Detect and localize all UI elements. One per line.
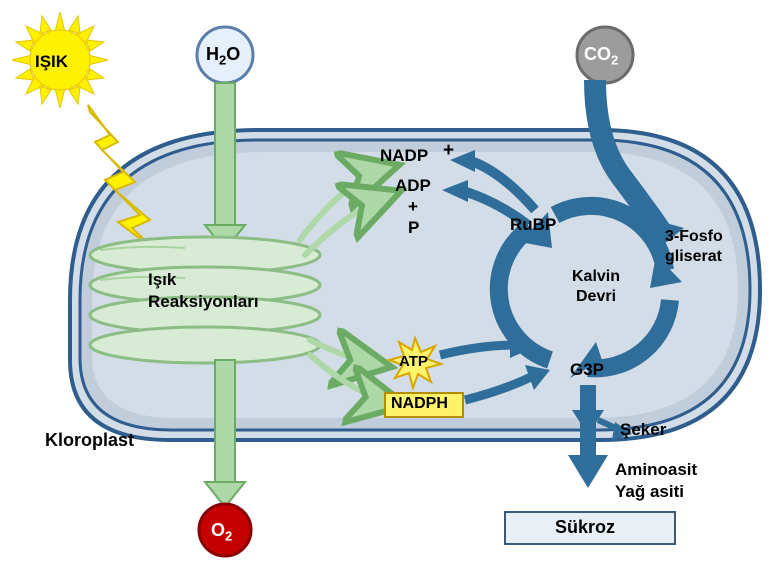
kalvin-l1: Kalvin: [572, 268, 620, 286]
p-label: P: [408, 218, 419, 238]
isik-label: IŞIK: [35, 52, 68, 72]
co2-label: CO2: [584, 44, 618, 68]
nadph-label: NADPH: [391, 395, 448, 413]
rubp-label: RuBP: [510, 215, 556, 235]
fosfo-l2: gliserat: [665, 248, 722, 266]
plus-label: +: [443, 140, 454, 162]
kalvin-l2: Devri: [576, 288, 616, 306]
thylakoid-label-l1: Işık: [148, 270, 176, 290]
kloroplast-label: Kloroplast: [45, 430, 134, 451]
yagasiti-label: Yağ asiti: [615, 482, 684, 502]
seker-label: Şeker: [620, 420, 666, 440]
h2o-label: H2O: [206, 44, 240, 68]
fosfo-l1: 3-Fosfo: [665, 228, 723, 246]
adp-label: ADP: [395, 176, 431, 196]
plus2-label: +: [408, 197, 418, 217]
thylakoid-label-l2: Reaksiyonları: [148, 292, 259, 312]
sukroz-label: Sükroz: [555, 517, 615, 538]
nadp-label: NADP: [380, 146, 428, 166]
aminoasit-label: Aminoasit: [615, 460, 697, 480]
g3p-arrowhead2: [568, 455, 608, 488]
g3p-label: G3P: [570, 360, 604, 380]
atp-label: ATP: [399, 353, 428, 370]
o2-label: O2: [211, 520, 232, 544]
